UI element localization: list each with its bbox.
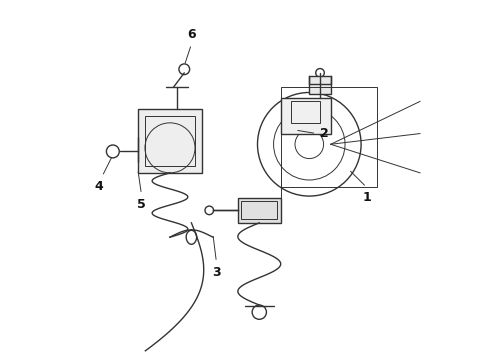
Circle shape xyxy=(205,206,214,215)
Circle shape xyxy=(106,145,119,158)
Text: 6: 6 xyxy=(187,28,196,41)
Circle shape xyxy=(252,305,267,319)
Bar xyxy=(138,109,202,173)
Bar xyxy=(281,87,377,187)
Bar xyxy=(242,202,277,219)
Circle shape xyxy=(179,64,190,75)
Text: 2: 2 xyxy=(320,127,329,140)
Bar xyxy=(281,98,331,134)
Bar xyxy=(292,102,320,123)
Bar xyxy=(145,116,195,166)
Text: 3: 3 xyxy=(212,266,220,279)
Text: 5: 5 xyxy=(137,198,146,211)
Text: 1: 1 xyxy=(362,191,371,204)
Text: 4: 4 xyxy=(94,180,103,193)
Circle shape xyxy=(316,68,324,77)
Bar xyxy=(238,198,281,223)
Bar xyxy=(309,76,331,94)
